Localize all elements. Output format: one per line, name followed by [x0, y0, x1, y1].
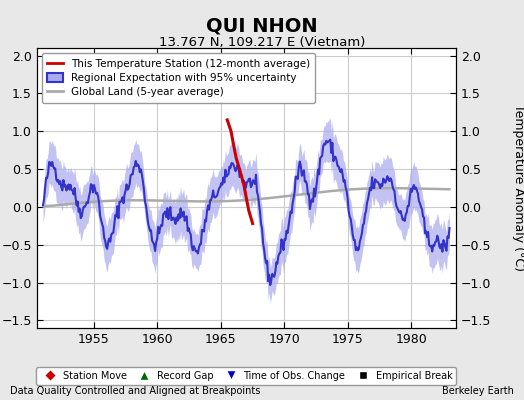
Text: Data Quality Controlled and Aligned at Breakpoints: Data Quality Controlled and Aligned at B…: [10, 386, 261, 396]
Text: Berkeley Earth: Berkeley Earth: [442, 386, 514, 396]
Text: 13.767 N, 109.217 E (Vietnam): 13.767 N, 109.217 E (Vietnam): [159, 36, 365, 49]
Y-axis label: Temperature Anomaly (°C): Temperature Anomaly (°C): [512, 104, 524, 272]
Legend: Station Move, Record Gap, Time of Obs. Change, Empirical Break: Station Move, Record Gap, Time of Obs. C…: [36, 367, 456, 385]
Text: QUI NHON: QUI NHON: [206, 16, 318, 35]
